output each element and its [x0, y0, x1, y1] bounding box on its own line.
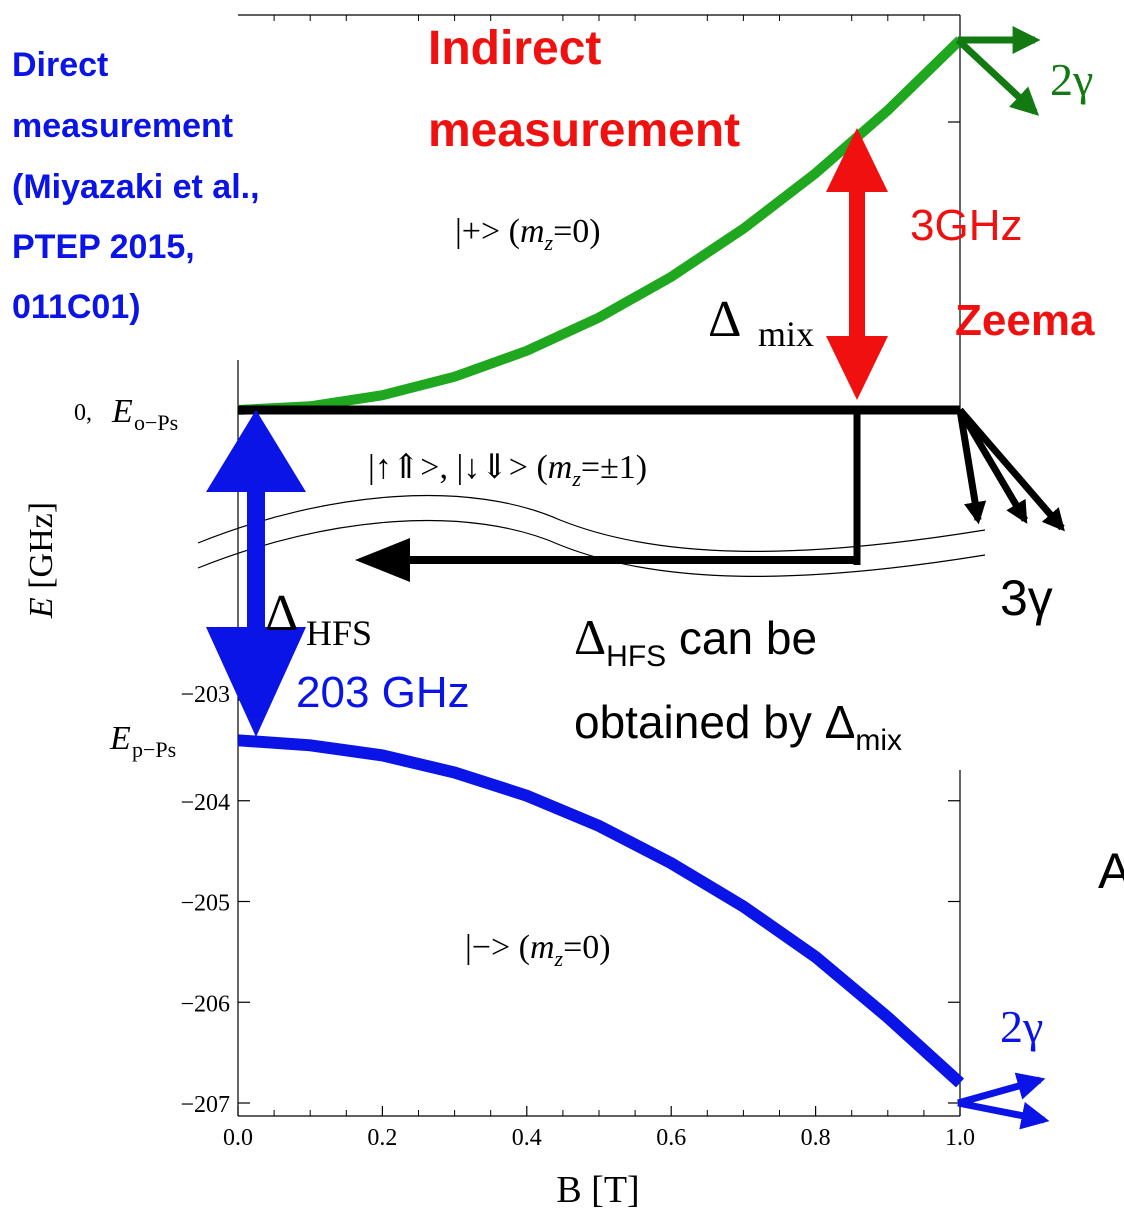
delta-mix-label: Δ mix [708, 291, 814, 354]
y-label-e: E [23, 597, 60, 619]
axis-break-lines [197, 494, 986, 577]
delta-hfs-label: Δ HFS [265, 585, 372, 653]
x-axis-ticks: 0.0 0.2 0.4 0.6 0.8 1.0 [223, 15, 975, 1151]
svg-text:Δ: Δ [708, 291, 741, 348]
hfs-from-mix-note: ΔHFS can be obtained by Δmix [574, 609, 902, 757]
indirect-measurement-label: Indirect measurement [428, 22, 740, 157]
x-axis-label: B [T] [556, 1169, 639, 1211]
svg-text:Indirect: Indirect [428, 22, 601, 75]
svg-text:011C01): 011C01) [12, 288, 141, 326]
two-gamma-blue-label: 2γ [1000, 1001, 1043, 1052]
plus-state-label: |+> (mz=0) [455, 213, 601, 255]
y-tick-label: −203 [180, 682, 230, 708]
y-axis-label: E [GHz] [23, 502, 60, 619]
x-tick-label: 0.8 [801, 1125, 831, 1151]
y-tick-label: −207 [180, 1092, 230, 1118]
svg-text:measurement: measurement [428, 104, 740, 157]
plus-state-curve [237, 36, 964, 415]
two-gamma-green-label: 2γ [1050, 54, 1093, 105]
three-ghz-label: 3GHz [910, 201, 1022, 250]
ep-e: E [109, 720, 131, 757]
x-tick-label: 0.6 [656, 1125, 686, 1151]
hfs-203-ghz-label: 203 GHz [296, 668, 470, 717]
y-tick-label: −205 [180, 891, 230, 917]
cut-off-letter: A [1098, 843, 1124, 899]
zero-tick-label: 0, [74, 400, 92, 426]
y-tick-label: −206 [180, 991, 230, 1017]
svg-text:ΔHFS can be: ΔHFS can be [574, 609, 817, 673]
x-tick-label: 0.4 [512, 1125, 542, 1151]
eo-e: E [111, 393, 133, 430]
x-tick-label: 1.0 [945, 1125, 975, 1151]
delta-hfs-arrow [206, 410, 306, 737]
svg-text:mix: mix [758, 314, 814, 354]
eo-ps-tick-label: 0, E o−Ps [74, 393, 178, 435]
three-gamma-arrows [956, 407, 1065, 532]
ep-sub: p−Ps [132, 737, 176, 762]
x-tick-label: 0.2 [367, 1125, 397, 1151]
three-gamma-label: 3γ [1000, 570, 1053, 626]
y-axis-ticks: −203 −204 −205 −206 −207 [180, 121, 960, 1118]
minus-state-label: |−> (mz=0) [465, 929, 611, 971]
y-tick-label: −204 [180, 790, 230, 816]
svg-text:E [GHz]: E [GHz] [23, 502, 60, 619]
svg-text:Δ: Δ [265, 585, 298, 642]
minus-state-curve [237, 734, 965, 1088]
ortho-drop-arrow [355, 410, 861, 582]
lower-panel-frame [237, 410, 961, 1117]
delta-mix-arrow [826, 128, 888, 400]
direct-measurement-label: Direct measurement (Miyazaki et al., PTE… [12, 46, 260, 326]
svg-text:HFS: HFS [306, 613, 372, 653]
svg-text:Direct: Direct [12, 46, 108, 84]
svg-text:PTEP 2015,: PTEP 2015, [12, 228, 195, 266]
x-tick-label: 0.0 [223, 1125, 253, 1151]
ortho-state-label: |↑⇑>, |↓⇓> (mz=±1) [368, 449, 647, 491]
eo-sub: o−Ps [134, 410, 178, 435]
svg-text:(Miyazaki et al.,: (Miyazaki et al., [12, 168, 260, 206]
ep-ps-tick-label: E p−Ps [109, 720, 176, 762]
zeeman-label: Zeema [955, 296, 1095, 345]
two-gamma-green-arrows [955, 26, 1041, 116]
two-gamma-blue-arrows [957, 1072, 1050, 1130]
svg-text:measurement: measurement [12, 107, 233, 145]
svg-text:obtained by Δmix: obtained by Δmix [574, 696, 902, 757]
